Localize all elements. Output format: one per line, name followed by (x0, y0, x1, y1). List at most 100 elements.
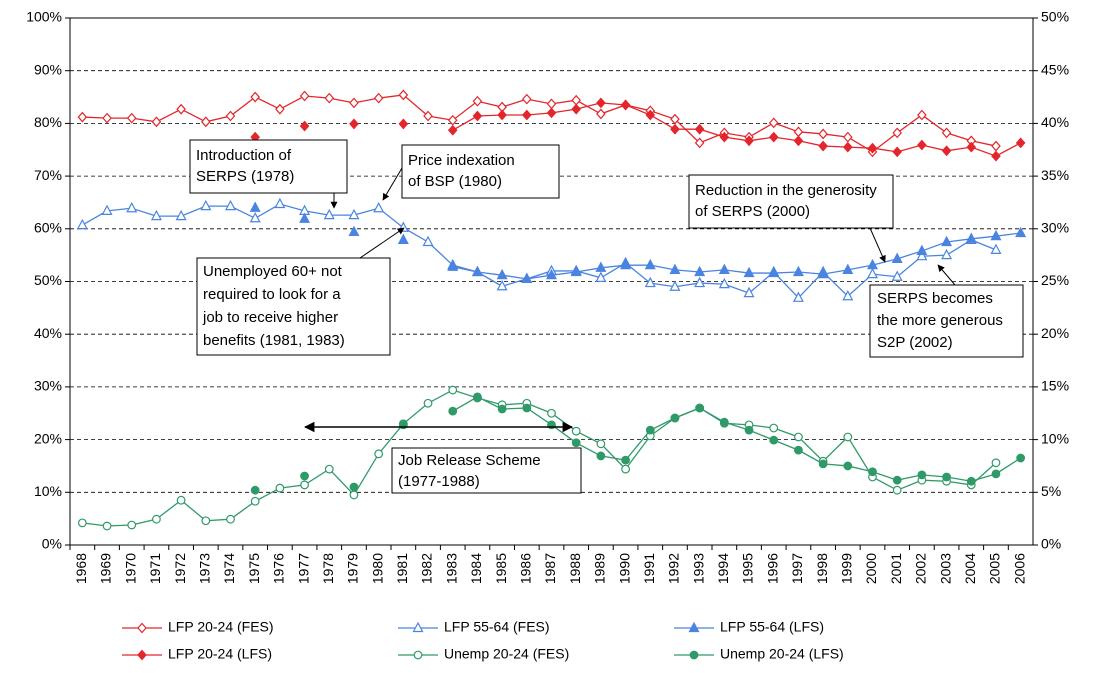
y-tick-label: 10% (34, 483, 62, 499)
point (275, 103, 285, 115)
point (744, 135, 754, 147)
point (842, 289, 854, 301)
y2-tick-label: 15% (1041, 378, 1069, 394)
point (299, 212, 311, 223)
x-tick-label: 1998 (814, 553, 830, 584)
point (299, 90, 310, 102)
point (694, 137, 705, 149)
point (792, 265, 804, 277)
legend: LFP 20-24 (FES) LFP 55-64 (FES) LFP 55-64 … (122, 619, 844, 662)
plot-area: 0% 10% 20% 30% 40% 50% 60% 70% 80% 90% 100% 0% 5% 10%… (26, 9, 1069, 584)
series-line (82, 389, 997, 527)
x-tick-label: 1970 (122, 553, 138, 584)
point (571, 94, 581, 106)
point (521, 272, 533, 283)
point (792, 291, 804, 302)
point (892, 475, 902, 485)
x-tick-label: 1985 (493, 553, 509, 584)
point (644, 258, 656, 270)
point (621, 455, 630, 465)
series (250, 392, 1026, 495)
point (669, 280, 681, 291)
point (768, 117, 779, 129)
point (917, 109, 927, 121)
y-tick-label: 90% (34, 61, 62, 77)
point (348, 208, 360, 220)
point (991, 469, 1001, 479)
annotation-text: Introduction of (196, 147, 292, 164)
point (76, 218, 88, 230)
point (373, 201, 385, 213)
point (941, 145, 952, 157)
point (373, 92, 384, 104)
point (349, 490, 359, 500)
point (126, 201, 138, 213)
point (991, 140, 1001, 152)
point (942, 472, 951, 482)
annotation: SERPS becomes the more generous S2P (200… (869, 264, 1024, 358)
point (645, 425, 655, 435)
legend-label: LFP 55-64 (FES) (444, 619, 550, 635)
point (867, 142, 878, 154)
point (941, 127, 952, 139)
point (892, 146, 902, 158)
point (496, 268, 508, 280)
point (571, 426, 581, 436)
annotation-text: benefits (1981, 1983) (203, 332, 345, 349)
y-tick-label: 80% (34, 114, 62, 130)
x-tick-label: 1990 (616, 553, 632, 584)
plot-border (69, 17, 1034, 546)
annotation-text: (1977-1988) (398, 473, 480, 490)
point (250, 485, 260, 495)
x-tick-label: 2004 (962, 553, 978, 584)
point (867, 267, 878, 279)
x-tick-label: 2001 (888, 553, 904, 584)
point (719, 417, 729, 427)
point (299, 120, 310, 132)
point (225, 199, 236, 211)
point (250, 496, 260, 506)
y2-tick-label: 20% (1041, 325, 1069, 341)
annotation-text: SERPS (1978) (196, 168, 294, 185)
annotation: Job Release Scheme (1977-1988) (303, 421, 582, 494)
legend-marker (137, 649, 147, 661)
series-line (452, 232, 1021, 280)
point (670, 413, 680, 423)
annotation: Reduction in the generosity of SERPS (20… (688, 174, 894, 263)
annotation-text: SERPS becomes (877, 290, 993, 307)
y-tick-label: 60% (34, 220, 62, 236)
y2-tick-label: 50% (1041, 9, 1069, 25)
point (843, 432, 853, 442)
legend-item: LFP 20-24 (FES) (122, 619, 274, 635)
x-tick-label: 1969 (98, 553, 114, 584)
point (249, 211, 261, 223)
annotation-arrow (937, 264, 956, 286)
point (694, 265, 706, 277)
point (990, 229, 1002, 241)
point (348, 225, 360, 237)
point (102, 112, 112, 124)
point (843, 131, 853, 143)
point (694, 276, 706, 288)
point (225, 110, 236, 122)
point (769, 435, 779, 445)
point (966, 141, 977, 153)
x-tick-label: 2005 (987, 553, 1003, 584)
point (892, 485, 902, 495)
x-tick-label: 1979 (345, 553, 361, 584)
point (200, 199, 212, 211)
point (497, 404, 507, 414)
point (447, 260, 459, 271)
y-tick-label: 0% (42, 536, 62, 552)
x-tick-label: 1994 (715, 553, 731, 584)
annotation-box (391, 447, 582, 494)
annotation-text: Price indexation (408, 152, 515, 169)
point (300, 471, 309, 481)
annotation-text: Reduction in the generosity (695, 182, 877, 199)
legend-marker (412, 621, 424, 633)
y2-tick-label: 0% (1041, 536, 1061, 552)
x-tick-label: 1971 (147, 553, 163, 584)
legend-item: Unemp 20-24 (FES) (398, 646, 569, 662)
point (718, 263, 730, 275)
legend-label: LFP 55-64 (LFS) (720, 619, 824, 635)
